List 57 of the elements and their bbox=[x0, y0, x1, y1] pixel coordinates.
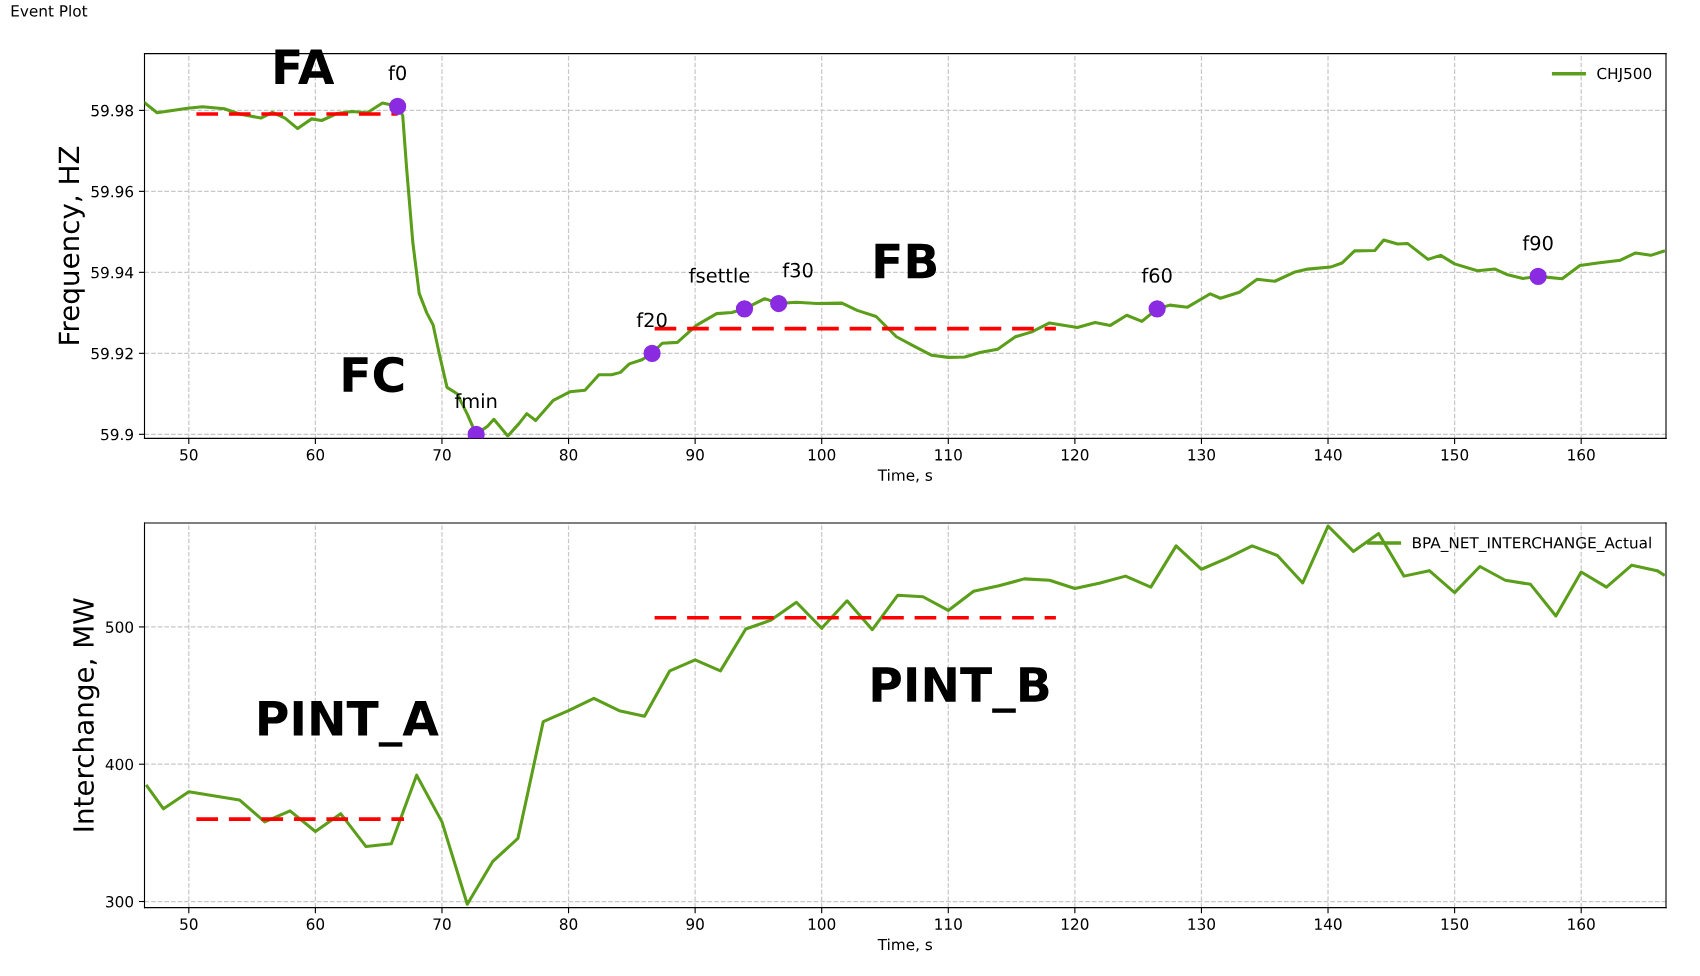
x-tick-label: 110 bbox=[935, 918, 962, 930]
x-tick-label: 120 bbox=[1061, 918, 1089, 930]
point bbox=[389, 97, 407, 115]
x-tick-label: 150 bbox=[1441, 449, 1469, 461]
annotation: f0 bbox=[388, 65, 406, 81]
annotation: FB bbox=[875, 243, 937, 279]
y-axis-title: Interchange, MW bbox=[72, 598, 100, 831]
chart-title: Event Plot bbox=[11, 4, 88, 17]
legend-label: BPA_NET_INTERCHANGE_Actual bbox=[1413, 536, 1651, 552]
point bbox=[643, 344, 661, 362]
annotation: fsettle bbox=[689, 267, 750, 283]
annotation: f60 bbox=[1141, 267, 1172, 283]
x-tick-label: 70 bbox=[433, 449, 451, 461]
point bbox=[735, 300, 754, 318]
y-tick-label: 59.96 bbox=[91, 185, 134, 198]
x-tick-label: 140 bbox=[1315, 918, 1342, 930]
annotation: FC bbox=[343, 356, 404, 393]
x-tick-label: 60 bbox=[306, 918, 325, 930]
y-tick-label: 500 bbox=[106, 621, 134, 633]
y-tick-label: 59.94 bbox=[91, 266, 134, 279]
annotation: f30 bbox=[782, 262, 813, 278]
x-tick-label: 60 bbox=[306, 449, 325, 461]
x-axis-title: Time, s bbox=[877, 469, 933, 483]
x-tick-label: 80 bbox=[559, 449, 578, 461]
x-tick-label: 90 bbox=[686, 449, 704, 461]
x-tick-label: 80 bbox=[559, 918, 578, 930]
x-tick-label: 160 bbox=[1568, 918, 1595, 930]
x-tick-label: 90 bbox=[686, 918, 704, 930]
x-tick-label: 140 bbox=[1315, 449, 1342, 461]
annotation: f90 bbox=[1522, 235, 1553, 251]
x-tick-label: 120 bbox=[1061, 449, 1089, 461]
x-tick-label: 150 bbox=[1441, 918, 1469, 930]
annotation: PINT_B bbox=[872, 667, 1049, 713]
y-axis-title: Frequency, HZ bbox=[58, 146, 85, 344]
x-tick-label: 110 bbox=[935, 449, 962, 461]
x-axis-title: Time, s bbox=[877, 938, 933, 952]
y-tick-label: 59.9 bbox=[101, 428, 134, 441]
annotation: f20 bbox=[636, 312, 667, 328]
x-tick-label: 100 bbox=[808, 918, 836, 930]
y-tick-label: 59.98 bbox=[91, 104, 134, 117]
x-tick-label: 100 bbox=[808, 449, 836, 461]
y-tick-label: 59.92 bbox=[91, 347, 133, 360]
point bbox=[1529, 267, 1547, 286]
line-series bbox=[145, 524, 1665, 906]
x-tick-label: 50 bbox=[180, 918, 198, 930]
x-tick-label: 130 bbox=[1188, 449, 1216, 461]
x-tick-label: 70 bbox=[433, 918, 451, 930]
x-tick-label: 160 bbox=[1568, 449, 1595, 461]
x-tick-label: 50 bbox=[180, 449, 198, 461]
x-tick-label: 130 bbox=[1188, 918, 1216, 930]
annotation: PINT_A bbox=[259, 701, 439, 747]
point bbox=[1148, 300, 1166, 318]
y-tick-label: 400 bbox=[105, 758, 134, 771]
legend-label: CHJ500 bbox=[1597, 67, 1652, 83]
annotation: FA bbox=[275, 49, 335, 85]
y-tick-label: 300 bbox=[106, 895, 134, 908]
point bbox=[770, 294, 788, 313]
